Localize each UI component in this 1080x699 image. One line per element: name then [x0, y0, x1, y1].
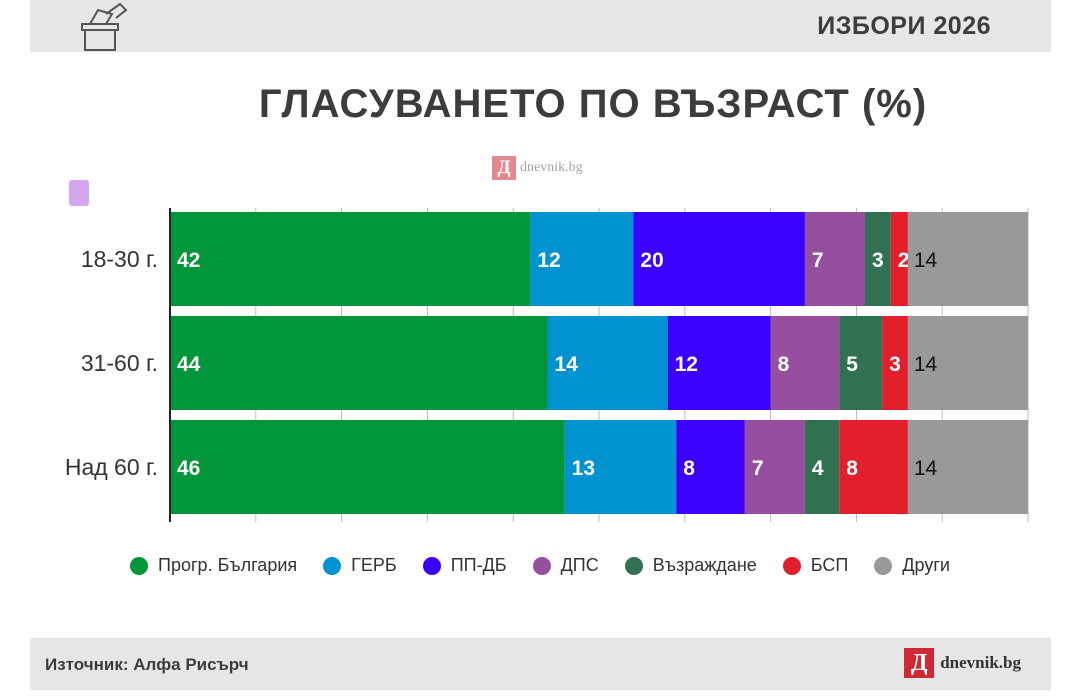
legend-label: Възраждане [652, 555, 757, 575]
bar-segment [890, 212, 908, 306]
bar-segment [907, 316, 1028, 410]
footer-logo: Д dnevnik.bg [904, 648, 1021, 678]
data-label: 7 [752, 457, 764, 480]
chart-title: ГЛАСУВАНЕТО ПО ВЪЗРАСТ (%) [258, 82, 928, 126]
bar-segment [804, 212, 865, 306]
data-label: 12 [675, 353, 698, 376]
data-label: 3 [889, 353, 901, 376]
legend-label: Други [902, 555, 950, 575]
legend-item: ДПС [532, 555, 599, 576]
legend-item: БСП [782, 555, 849, 576]
data-label: 14 [555, 353, 579, 376]
legend-label: ДПС [560, 555, 599, 575]
category-label: Над 60 г. [65, 454, 158, 480]
bar-segment [744, 420, 805, 514]
bar-segment [170, 420, 565, 514]
data-label: 5 [846, 353, 858, 376]
legend-dot-icon [874, 556, 893, 575]
legend-dot-icon [130, 556, 149, 575]
color-swatch [69, 180, 89, 206]
bar-segment [839, 316, 883, 410]
legend-label: Прогр. България [158, 555, 298, 575]
bar-segment [530, 212, 634, 306]
dnevnik-logo-icon: Д [492, 156, 516, 180]
data-label: 14 [914, 457, 938, 480]
bar-segment [907, 212, 1028, 306]
data-label: 8 [846, 457, 858, 480]
data-label: 2 [898, 249, 910, 272]
bar-segment [170, 212, 531, 306]
legend-dot-icon [624, 556, 643, 575]
category-label: 31-60 г. [81, 350, 158, 376]
bar-segment [864, 212, 891, 306]
bar-segment [564, 420, 677, 514]
legend-dot-icon [532, 556, 551, 575]
dnevnik-logo-icon: Д [904, 648, 935, 678]
bar-segment [676, 420, 745, 514]
bar-segment [907, 420, 1028, 514]
data-label: 8 [683, 457, 695, 480]
legend-item: Възраждане [624, 555, 757, 576]
data-label: 14 [914, 353, 938, 376]
category-label: 18-30 г. [81, 246, 158, 272]
data-label: 44 [177, 353, 201, 376]
election-label: ИЗБОРИ 2026 [817, 12, 991, 40]
data-label: 12 [537, 249, 560, 272]
bar-segment [667, 316, 771, 410]
bar-segment [804, 420, 840, 514]
watermark: Д dnevnik.bg [492, 156, 583, 180]
footer-logo-text: dnevnik.bg [940, 653, 1021, 672]
legend-dot-icon [422, 556, 441, 575]
bar-segment [882, 316, 908, 410]
legend-dot-icon [323, 556, 342, 575]
legend-label: БСП [810, 555, 849, 575]
legend-label: ПП-ДБ [450, 555, 507, 575]
bar-segment [633, 212, 805, 306]
bar-segment [547, 316, 668, 410]
bar-segment [170, 316, 548, 410]
data-label: 46 [177, 457, 200, 480]
data-label: 3 [872, 249, 884, 272]
legend-dot-icon [782, 556, 801, 575]
header-bar: ИЗБОРИ 2026 [30, 0, 1051, 52]
legend-item: Прогр. България [130, 555, 297, 576]
watermark-text: dnevnik.bg [520, 160, 583, 175]
data-label: 8 [778, 353, 790, 376]
data-label: 20 [640, 249, 663, 272]
bar-segment [839, 420, 908, 514]
data-label: 4 [812, 457, 824, 480]
legend-item: ГЕРБ [323, 555, 397, 576]
legend-label: ГЕРБ [351, 555, 397, 575]
footer-bar: Източник: Алфа Рисърч Д dnevnik.bg [30, 638, 1051, 690]
legend-item: ПП-ДБ [422, 555, 507, 576]
legend-item: Други [874, 555, 950, 576]
source-text: Източник: Алфа Рисърч [45, 655, 249, 674]
ballot-box-icon [81, 2, 128, 51]
data-label: 7 [812, 249, 824, 272]
data-label: 14 [914, 249, 938, 272]
data-label: 13 [572, 457, 595, 480]
data-label: 42 [177, 249, 200, 272]
legend: Прогр. България ГЕРБ ПП-ДБ ДПС Възраждане БСП… [0, 555, 1080, 576]
bar-segment [770, 316, 840, 410]
